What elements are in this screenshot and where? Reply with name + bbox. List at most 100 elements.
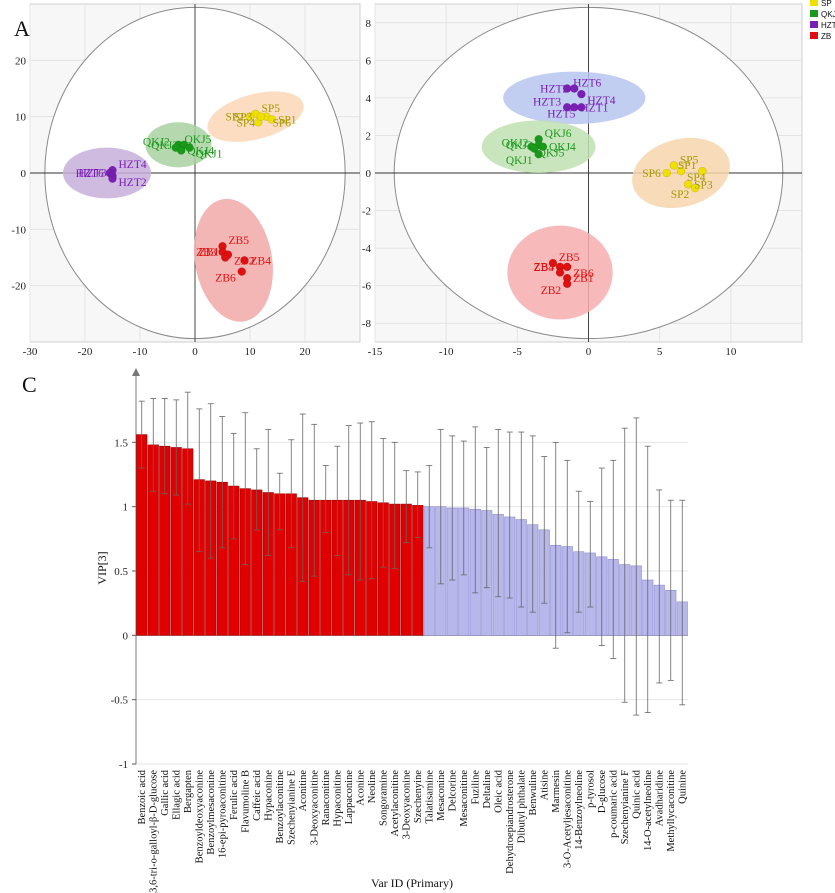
category-label-42: Szechenyianine F <box>620 770 631 845</box>
category-label-18: Lappaconine <box>344 770 355 825</box>
point-sp1 <box>698 166 707 176</box>
point-label-zb1: ZB1 <box>199 247 220 259</box>
category-label-43: Quinic acid <box>631 769 642 818</box>
y-tick-label: -2 <box>362 206 371 218</box>
category-label-20: Neoline <box>367 770 378 804</box>
category-label-41: p-coumaric acid <box>608 769 619 838</box>
point-sp1 <box>267 115 277 124</box>
category-label-16: Ranaconitine <box>321 770 332 826</box>
x-tick-label: -10 <box>439 346 454 358</box>
point-zb6 <box>237 267 246 276</box>
legend-swatch-hzt <box>810 21 818 28</box>
point-sp4 <box>676 166 686 176</box>
category-label-33: Dibutyl phthalate <box>516 770 527 844</box>
point-zb4 <box>240 256 249 265</box>
y-tick-label: 4 <box>366 93 372 105</box>
category-label-30: Deltaline <box>482 770 493 809</box>
category-label-3: Ellagic acid <box>171 769 182 820</box>
x-tick-label: -15 <box>368 346 383 358</box>
category-label-38: 14-Benzoylneoline <box>574 770 585 850</box>
point-label-sp5: SP5 <box>262 103 281 115</box>
point-sp3 <box>683 180 693 189</box>
category-label-10: Caffeic acid <box>252 769 263 821</box>
category-label-22: Acetylaconitine <box>390 770 401 837</box>
point-qkj4 <box>538 142 548 151</box>
category-label-37: 3-O-Acetyljesaconitine <box>562 770 573 868</box>
point-label-sp3: SP3 <box>694 179 713 191</box>
category-label-14: Aconitine <box>298 770 309 812</box>
x-tick-label: -30 <box>23 346 38 358</box>
legend-label-hzt: HZT <box>821 21 835 30</box>
point-zb2 <box>562 279 572 289</box>
category-label-9: Flavumoline B <box>240 770 251 833</box>
point-zb1 <box>221 253 230 262</box>
category-label-7: 16-epi-pyroaconitine <box>217 770 228 858</box>
legend-swatch-qkj <box>810 10 818 17</box>
point-label-sp6: SP6 <box>273 118 292 130</box>
x-tick-label: 0 <box>192 346 198 358</box>
category-label-34: Benwuline <box>528 770 539 816</box>
x-axis-title: Var ID (Primary) <box>371 876 453 890</box>
point-label-zb3: ZB3 <box>534 262 555 274</box>
category-label-19: Aconine <box>355 770 366 806</box>
point-label-qkj3: QKJ3 <box>151 140 178 152</box>
y-tick-label: -4 <box>362 243 372 255</box>
y-tick-label: -10 <box>11 224 26 236</box>
y-axis-title: VIP[3] <box>95 551 109 584</box>
category-label-13: Szechenyianine E <box>286 770 297 845</box>
point-label-hzt4: HZT4 <box>119 159 147 171</box>
panel-c-label: C <box>22 372 37 397</box>
point-label-hzt2: HZT2 <box>119 177 147 189</box>
point-zb3 <box>555 268 565 277</box>
category-label-32: Dehydroepiandrosterone <box>505 770 516 874</box>
point-label-sp1: SP1 <box>278 114 297 126</box>
point-label-qkj2: QKJ2 <box>502 138 529 150</box>
category-label-35: Atisine <box>539 770 550 801</box>
bar-y-tick-label: -0.5 <box>111 695 129 707</box>
panel-a-label: A <box>14 16 30 41</box>
point-sp2 <box>691 183 700 193</box>
category-label-21: Songoramine <box>378 770 389 826</box>
category-label-24: Szechenyine <box>413 770 424 823</box>
panel-c-vip-bar-chart: C -1 -0.5 0 0.5 1 1.5 Benzoic acid 1,3,6-tri-o-… <box>22 368 688 893</box>
point-qkj1 <box>185 143 194 152</box>
legend-swatch-sp <box>810 0 818 6</box>
category-label-47: Quinine <box>677 770 688 804</box>
bar-y-tick-label: 0.5 <box>114 566 128 578</box>
category-label-28: Mesaconitine <box>459 770 470 827</box>
point-zb5 <box>548 258 558 268</box>
point-label-zb6: ZB6 <box>215 273 236 285</box>
point-label-zb5: ZB5 <box>559 252 580 264</box>
category-label-40: D-glucose <box>597 770 608 813</box>
point-label-hzt5: HZT5 <box>547 108 575 120</box>
category-label-45: Avadharidine <box>654 770 665 827</box>
bar-y-tick-label: 0 <box>123 630 129 642</box>
point-label-qkj4: QKJ4 <box>549 142 576 154</box>
point-label-hzt3: HZT3 <box>78 168 106 180</box>
category-label-44: 14-O-acetylneoline <box>643 770 654 851</box>
category-label-29: Fuziline <box>470 770 481 805</box>
category-label-6: Benzoylmesaconine <box>206 770 217 855</box>
point-label-hzt1: HZT1 <box>580 102 608 114</box>
y-tick-label: 0 <box>21 168 27 180</box>
x-tick-label: -5 <box>513 346 523 358</box>
point-label-zb4: ZB4 <box>534 262 555 274</box>
category-label-0: Benzoic acid <box>137 769 148 824</box>
point-sp4 <box>256 112 266 121</box>
point-label-sp3: SP3 <box>234 111 253 123</box>
point-label-qkj3: QKJ3 <box>506 140 533 152</box>
point-qkj4 <box>177 146 186 155</box>
category-label-15: 3-Deoxyaconitine <box>309 770 320 846</box>
point-label-zb2: ZB2 <box>234 256 255 268</box>
x-tick-label: 10 <box>725 346 737 358</box>
x-tick-label: 0 <box>586 346 592 358</box>
point-label-qkj5: QKJ5 <box>538 148 565 160</box>
point-sp6 <box>662 168 672 178</box>
y-tick-label: -6 <box>362 281 372 293</box>
point-label-sp2: SP2 <box>225 112 244 124</box>
legend-swatch-zb <box>810 32 818 39</box>
y-tick-label: -20 <box>11 281 26 293</box>
point-label-hzt2: HZT2 <box>540 84 568 96</box>
group-ellipse-hzt <box>503 71 646 125</box>
